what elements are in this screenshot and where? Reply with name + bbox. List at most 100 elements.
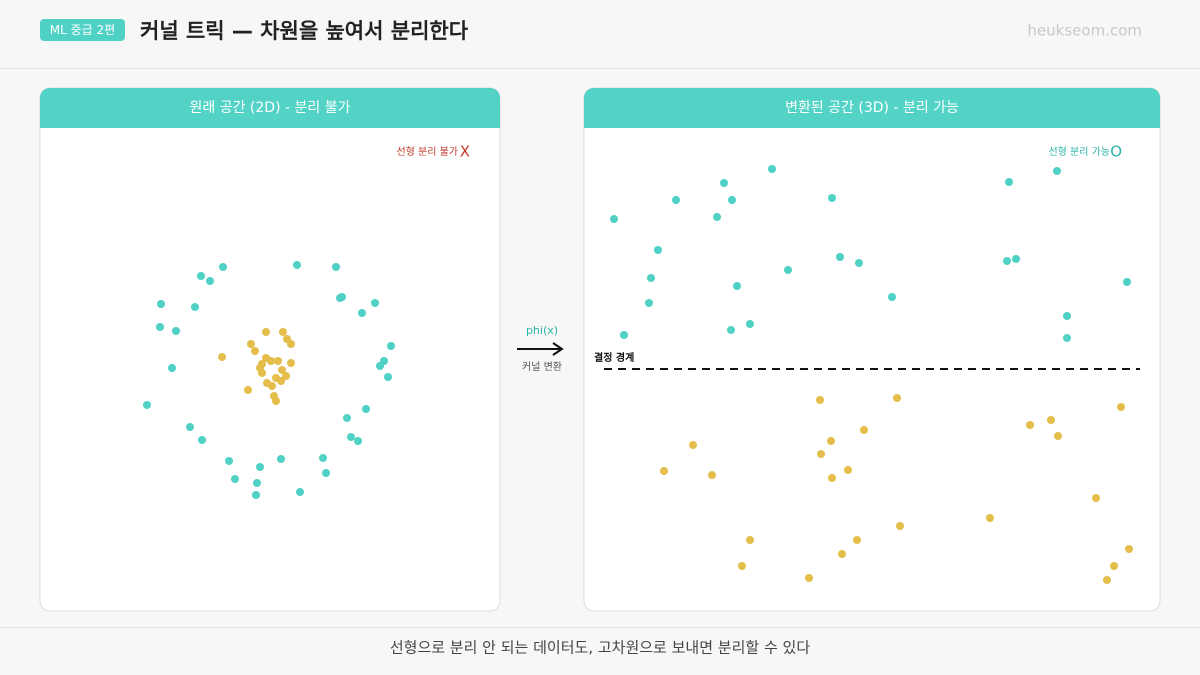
point <box>896 522 904 530</box>
point <box>816 396 824 404</box>
point <box>277 455 285 463</box>
point <box>836 253 844 261</box>
point <box>336 294 344 302</box>
point <box>219 263 227 271</box>
point <box>279 328 287 336</box>
point <box>384 373 392 381</box>
point <box>172 327 180 335</box>
point <box>191 303 199 311</box>
left-panel <box>39 87 501 612</box>
panel-title: 변환된 공간 (3D) - 분리 가능 <box>785 100 959 116</box>
point <box>293 261 301 269</box>
point <box>853 536 861 544</box>
boundary-label: 결정 경계 <box>594 351 634 364</box>
point <box>620 331 628 339</box>
point <box>206 277 214 285</box>
point <box>768 165 776 173</box>
point <box>272 397 280 405</box>
point <box>746 320 754 328</box>
point <box>198 436 206 444</box>
point <box>738 562 746 570</box>
point <box>1005 178 1013 186</box>
point <box>828 194 836 202</box>
point <box>319 454 327 462</box>
point <box>1103 576 1111 584</box>
point <box>888 293 896 301</box>
point <box>720 179 728 187</box>
point <box>251 347 259 355</box>
point <box>1053 167 1061 175</box>
annotation-mark: O <box>1110 143 1122 161</box>
point <box>354 437 362 445</box>
point <box>387 342 395 350</box>
point <box>168 364 176 372</box>
point <box>727 326 735 334</box>
point <box>225 457 233 465</box>
point <box>157 300 165 308</box>
point <box>156 323 164 331</box>
point <box>277 377 285 385</box>
point <box>268 382 276 390</box>
point <box>855 259 863 267</box>
point <box>143 401 151 409</box>
point <box>1063 312 1071 320</box>
transform-label: phi(x) <box>526 324 558 337</box>
point <box>708 471 716 479</box>
transform-arrow <box>517 342 564 356</box>
point <box>252 491 260 499</box>
right-panel <box>583 87 1161 612</box>
point <box>287 359 295 367</box>
point <box>784 266 792 274</box>
transform-caption: 커널 변환 <box>522 361 562 373</box>
point <box>332 263 340 271</box>
point <box>1063 334 1071 342</box>
point <box>647 274 655 282</box>
point <box>256 463 264 471</box>
point <box>713 213 721 221</box>
point <box>1125 545 1133 553</box>
point <box>1026 421 1034 429</box>
point <box>282 372 290 380</box>
point <box>296 488 304 496</box>
point <box>267 357 275 365</box>
point <box>689 441 697 449</box>
point <box>1117 403 1125 411</box>
point <box>817 450 825 458</box>
point <box>256 364 264 372</box>
badge-bg <box>40 19 125 41</box>
footer-caption: 선형으로 분리 안 되는 데이터도, 고차원으로 보내면 분리할 수 있다 <box>390 639 810 657</box>
point <box>1123 278 1131 286</box>
point <box>1012 255 1020 263</box>
point <box>893 394 901 402</box>
point <box>274 357 282 365</box>
annotation-mark: X <box>460 143 470 161</box>
point <box>218 353 226 361</box>
point <box>1047 416 1055 424</box>
point <box>838 550 846 558</box>
point <box>733 282 741 290</box>
point <box>1054 432 1062 440</box>
point <box>358 309 366 317</box>
point <box>287 340 295 348</box>
point <box>1003 257 1011 265</box>
annotation: 선형 분리 가능 <box>1048 146 1110 158</box>
point <box>347 433 355 441</box>
point <box>828 474 836 482</box>
point <box>844 466 852 474</box>
point <box>322 469 330 477</box>
point <box>860 426 868 434</box>
point <box>660 467 668 475</box>
point <box>654 246 662 254</box>
point <box>343 414 351 422</box>
point <box>746 536 754 544</box>
point <box>1092 494 1100 502</box>
point <box>247 340 255 348</box>
site: heukseom.com <box>1027 22 1142 40</box>
annotation: 선형 분리 불가 <box>396 146 458 158</box>
point <box>244 386 252 394</box>
point <box>278 366 286 374</box>
point <box>986 514 994 522</box>
point <box>645 299 653 307</box>
